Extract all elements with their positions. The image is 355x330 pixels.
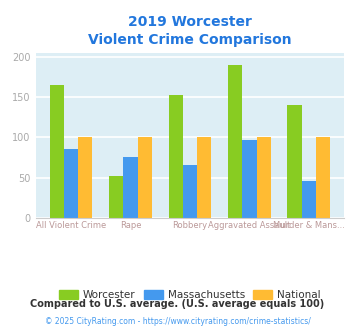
Bar <box>228 65 242 218</box>
Bar <box>257 137 271 218</box>
Bar <box>316 137 330 218</box>
Legend: Worcester, Massachusetts, National: Worcester, Massachusetts, National <box>55 286 325 304</box>
Bar <box>183 165 197 218</box>
Bar <box>78 137 92 218</box>
Bar <box>64 148 78 218</box>
Text: Compared to U.S. average. (U.S. average equals 100): Compared to U.S. average. (U.S. average … <box>31 299 324 309</box>
Bar <box>169 95 183 218</box>
Bar <box>288 105 302 218</box>
Bar <box>50 85 64 218</box>
Text: © 2025 CityRating.com - https://www.cityrating.com/crime-statistics/: © 2025 CityRating.com - https://www.city… <box>45 317 310 326</box>
Bar <box>197 137 211 218</box>
Bar <box>242 140 257 218</box>
Bar <box>138 137 152 218</box>
Bar <box>109 176 123 218</box>
Bar <box>123 157 138 218</box>
Title: 2019 Worcester
Violent Crime Comparison: 2019 Worcester Violent Crime Comparison <box>88 15 292 48</box>
Bar <box>302 181 316 218</box>
